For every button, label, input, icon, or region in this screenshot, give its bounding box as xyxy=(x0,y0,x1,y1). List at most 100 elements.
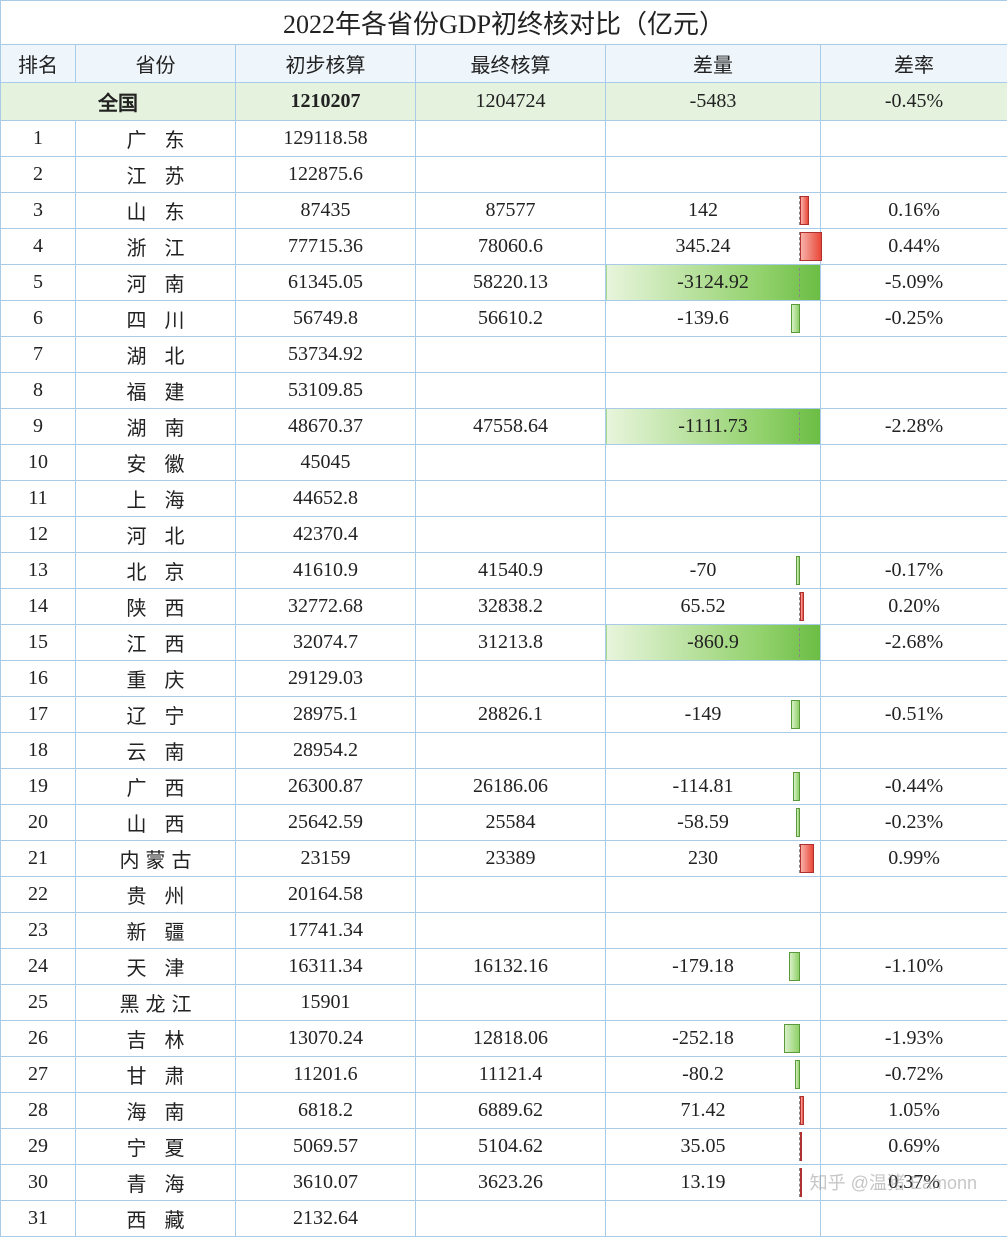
cell-rank: 22 xyxy=(1,877,76,913)
cell-rank: 29 xyxy=(1,1129,76,1165)
cell-rate: -2.68% xyxy=(821,625,1007,661)
cell-rank: 24 xyxy=(1,949,76,985)
cell-rank: 27 xyxy=(1,1057,76,1093)
col-final: 最终核算 xyxy=(416,45,606,83)
cell-province: 四川 xyxy=(76,301,236,337)
table-row: 8福建53109.85 xyxy=(1,373,1007,409)
cell-diff xyxy=(606,481,821,517)
col-preliminary: 初步核算 xyxy=(236,45,416,83)
table-row: 19广西26300.8726186.06-114.81-0.44% xyxy=(1,769,1007,805)
cell-final xyxy=(416,661,606,697)
cell-province: 内蒙古 xyxy=(76,841,236,877)
table-row: 4浙江77715.3678060.6345.240.44% xyxy=(1,229,1007,265)
total-label: 全国 xyxy=(1,83,236,121)
cell-province: 北京 xyxy=(76,553,236,589)
cell-rank: 12 xyxy=(1,517,76,553)
cell-province: 新疆 xyxy=(76,913,236,949)
cell-rank: 16 xyxy=(1,661,76,697)
diff-value: 230 xyxy=(606,841,800,876)
cell-rank: 30 xyxy=(1,1165,76,1201)
cell-rank: 23 xyxy=(1,913,76,949)
cell-preliminary: 28954.2 xyxy=(236,733,416,769)
table-row: 18云南28954.2 xyxy=(1,733,1007,769)
cell-final xyxy=(416,877,606,913)
cell-province: 西藏 xyxy=(76,1201,236,1237)
cell-rate: -1.93% xyxy=(821,1021,1007,1057)
cell-province: 贵州 xyxy=(76,877,236,913)
cell-province: 甘肃 xyxy=(76,1057,236,1093)
cell-final xyxy=(416,913,606,949)
cell-rate: 0.20% xyxy=(821,589,1007,625)
table-row: 24天津16311.3416132.16-179.18-1.10% xyxy=(1,949,1007,985)
header-row: 排名 省份 初步核算 最终核算 差量 差率 xyxy=(1,45,1007,83)
cell-province: 青海 xyxy=(76,1165,236,1201)
gdp-table: 2022年各省份GDP初终核对比（亿元） 排名 省份 初步核算 最终核算 差量 … xyxy=(0,0,1007,1237)
cell-rate: -1.10% xyxy=(821,949,1007,985)
cell-preliminary: 77715.36 xyxy=(236,229,416,265)
cell-diff xyxy=(606,121,821,157)
table-body: 1广东129118.582江苏122875.63山东87435875771420… xyxy=(1,121,1007,1237)
diff-value: -3124.92 xyxy=(606,265,820,300)
cell-rate: -0.44% xyxy=(821,769,1007,805)
cell-rate: 0.16% xyxy=(821,193,1007,229)
cell-rate xyxy=(821,985,1007,1021)
cell-rate: 0.69% xyxy=(821,1129,1007,1165)
cell-rate: 1.05% xyxy=(821,1093,1007,1129)
cell-rank: 7 xyxy=(1,337,76,373)
cell-diff: 13.19 xyxy=(606,1165,821,1201)
title-row: 2022年各省份GDP初终核对比（亿元） xyxy=(1,1,1007,45)
cell-preliminary: 13070.24 xyxy=(236,1021,416,1057)
cell-final: 32838.2 xyxy=(416,589,606,625)
cell-diff: 71.42 xyxy=(606,1093,821,1129)
table-row: 5河南61345.0558220.13-3124.92-5.09% xyxy=(1,265,1007,301)
cell-preliminary: 3610.07 xyxy=(236,1165,416,1201)
cell-province: 海南 xyxy=(76,1093,236,1129)
cell-rate xyxy=(821,481,1007,517)
cell-final: 41540.9 xyxy=(416,553,606,589)
table-row: 2江苏122875.6 xyxy=(1,157,1007,193)
cell-final xyxy=(416,373,606,409)
table-row: 21内蒙古23159233892300.99% xyxy=(1,841,1007,877)
cell-province: 云南 xyxy=(76,733,236,769)
cell-province: 重庆 xyxy=(76,661,236,697)
table-row: 12河北42370.4 xyxy=(1,517,1007,553)
cell-rate: -0.51% xyxy=(821,697,1007,733)
cell-diff: 345.24 xyxy=(606,229,821,265)
cell-province: 天津 xyxy=(76,949,236,985)
cell-rate xyxy=(821,517,1007,553)
table-row: 31西藏2132.64 xyxy=(1,1201,1007,1237)
cell-diff xyxy=(606,337,821,373)
cell-final: 5104.62 xyxy=(416,1129,606,1165)
cell-final xyxy=(416,121,606,157)
diff-value: -1111.73 xyxy=(606,409,820,444)
diff-value: -252.18 xyxy=(606,1021,800,1056)
cell-rank: 2 xyxy=(1,157,76,193)
cell-preliminary: 44652.8 xyxy=(236,481,416,517)
cell-preliminary: 56749.8 xyxy=(236,301,416,337)
cell-rate: -0.23% xyxy=(821,805,1007,841)
cell-diff xyxy=(606,661,821,697)
total-preliminary: 1210207 xyxy=(236,83,416,121)
cell-final xyxy=(416,337,606,373)
cell-rate xyxy=(821,121,1007,157)
cell-final: 3623.26 xyxy=(416,1165,606,1201)
cell-diff: -139.6 xyxy=(606,301,821,337)
cell-province: 江西 xyxy=(76,625,236,661)
table-row: 9湖南48670.3747558.64-1111.73-2.28% xyxy=(1,409,1007,445)
cell-rate xyxy=(821,445,1007,481)
cell-preliminary: 20164.58 xyxy=(236,877,416,913)
cell-diff: -149 xyxy=(606,697,821,733)
cell-rank: 3 xyxy=(1,193,76,229)
cell-final xyxy=(416,985,606,1021)
diff-value: 345.24 xyxy=(606,229,800,264)
table-row: 11上海44652.8 xyxy=(1,481,1007,517)
diff-value: -860.9 xyxy=(606,625,820,660)
cell-preliminary: 32772.68 xyxy=(236,589,416,625)
cell-diff xyxy=(606,913,821,949)
cell-diff: -80.2 xyxy=(606,1057,821,1093)
table-row: 6四川56749.856610.2-139.6-0.25% xyxy=(1,301,1007,337)
cell-rank: 15 xyxy=(1,625,76,661)
cell-rank: 20 xyxy=(1,805,76,841)
cell-province: 湖南 xyxy=(76,409,236,445)
table-row: 20山西25642.5925584-58.59-0.23% xyxy=(1,805,1007,841)
